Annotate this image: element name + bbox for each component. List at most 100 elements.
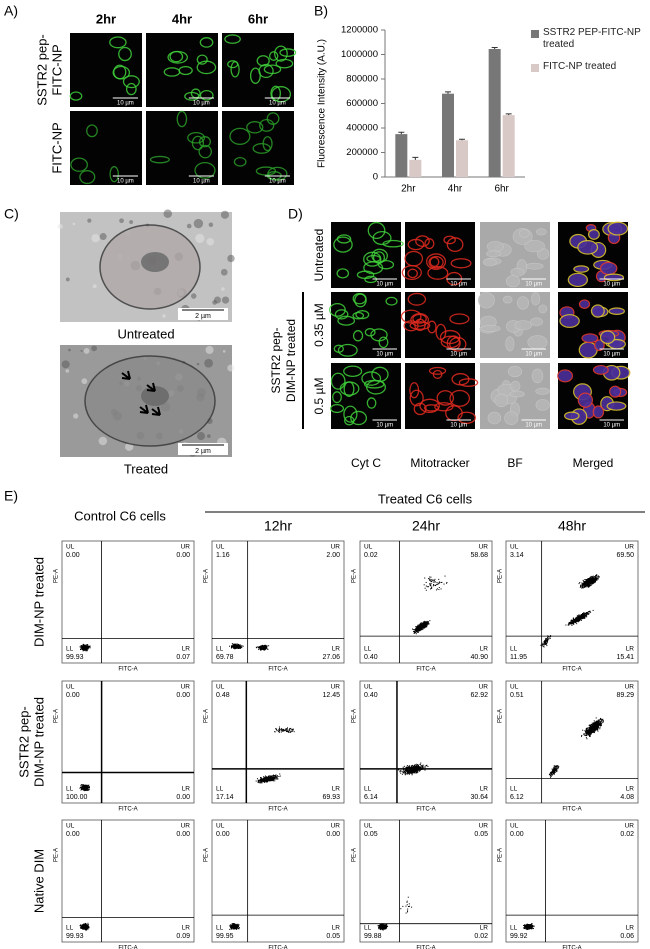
event-dot — [588, 611, 590, 613]
texture — [61, 360, 70, 369]
event-dot — [426, 625, 428, 627]
event-dot — [586, 732, 588, 734]
event-dot — [599, 728, 601, 730]
plot-frame — [359, 680, 493, 804]
event-dot — [583, 615, 585, 617]
event-dot — [416, 770, 418, 772]
event-dot — [589, 733, 591, 735]
event-dot — [593, 581, 595, 583]
cell — [449, 336, 467, 352]
micrograph — [558, 221, 629, 288]
event-dot — [596, 574, 598, 576]
event-dot — [588, 725, 590, 727]
scale-bar-label: 10 µm — [269, 101, 286, 107]
event-dot — [586, 584, 588, 586]
caption: Untreated — [117, 326, 174, 341]
event-dot — [416, 765, 418, 767]
event-dot — [429, 585, 431, 587]
texture — [196, 362, 200, 366]
event-dot — [601, 720, 603, 722]
event-dot — [407, 771, 409, 773]
event-dot — [597, 721, 599, 723]
event-dot — [583, 580, 585, 582]
event-dot — [278, 726, 280, 728]
event-dot — [255, 646, 257, 648]
event-dot — [594, 577, 596, 579]
plot-frame — [61, 540, 195, 664]
event-dot — [591, 730, 593, 732]
event-dot — [573, 620, 575, 622]
event-dot — [597, 721, 599, 723]
texture — [80, 349, 83, 352]
event-dot — [260, 649, 262, 651]
event-dot — [579, 618, 581, 620]
event-dot — [432, 581, 434, 583]
event-dot — [588, 728, 590, 730]
event-dot — [436, 582, 438, 584]
cell — [187, 132, 206, 144]
cell — [581, 333, 599, 344]
event-dot — [412, 628, 414, 630]
cell — [246, 121, 264, 134]
event-dot — [582, 615, 584, 617]
event-dot — [592, 722, 594, 724]
quadrant-value: 62.92 — [470, 692, 488, 699]
event-dot — [589, 578, 591, 580]
event-dot — [87, 785, 89, 787]
row-label: 0.5 µM — [312, 378, 326, 415]
event-dot — [284, 729, 286, 731]
event-dot — [260, 781, 262, 783]
event-dot — [575, 622, 577, 624]
micrograph — [329, 292, 401, 358]
scale-bar-label: 10 µm — [376, 282, 393, 288]
event-dot — [574, 619, 576, 621]
event-dot — [586, 732, 588, 734]
quadrant-name: LL — [66, 646, 74, 653]
cell — [233, 156, 247, 167]
event-dot — [280, 731, 282, 733]
event-dot — [405, 767, 407, 769]
event-dot — [81, 784, 83, 786]
cell — [559, 314, 580, 328]
legend-swatch — [531, 30, 539, 38]
event-dot — [418, 628, 420, 630]
event-dot — [587, 729, 589, 731]
event-dot — [265, 644, 267, 646]
event-dot — [408, 773, 410, 775]
event-dot — [419, 763, 421, 765]
event-dot — [597, 724, 599, 726]
event-dot — [585, 579, 587, 581]
event-dot — [426, 624, 428, 626]
cell — [599, 261, 618, 276]
cell — [525, 262, 544, 270]
micrograph — [222, 33, 297, 107]
event-dot — [83, 789, 85, 791]
cell — [366, 379, 387, 395]
quadrant-value: 69.93 — [322, 794, 340, 801]
event-dot — [417, 631, 419, 633]
cell — [367, 221, 386, 240]
event-dot — [569, 623, 571, 625]
event-dot — [592, 609, 594, 611]
event-dot — [290, 727, 292, 729]
event-dot — [592, 729, 594, 731]
event-dot — [82, 648, 84, 650]
event-dot — [590, 579, 592, 581]
event-dot — [440, 581, 442, 583]
event-dot — [419, 626, 421, 628]
event-dot — [85, 647, 87, 649]
event-dot — [542, 642, 544, 644]
event-dot — [597, 575, 599, 577]
event-dot — [403, 765, 405, 767]
event-dot — [272, 775, 274, 777]
row-label: 0.35 µM — [312, 303, 326, 347]
axis-label: FITC-A — [118, 667, 137, 673]
event-dot — [86, 646, 88, 648]
event-dot — [81, 645, 83, 647]
event-dot — [81, 784, 83, 786]
event-dot — [578, 614, 580, 616]
event-dot — [260, 778, 262, 780]
event-dot — [582, 585, 584, 587]
axis-label: PE-A — [54, 569, 60, 583]
event-dot — [417, 627, 419, 629]
